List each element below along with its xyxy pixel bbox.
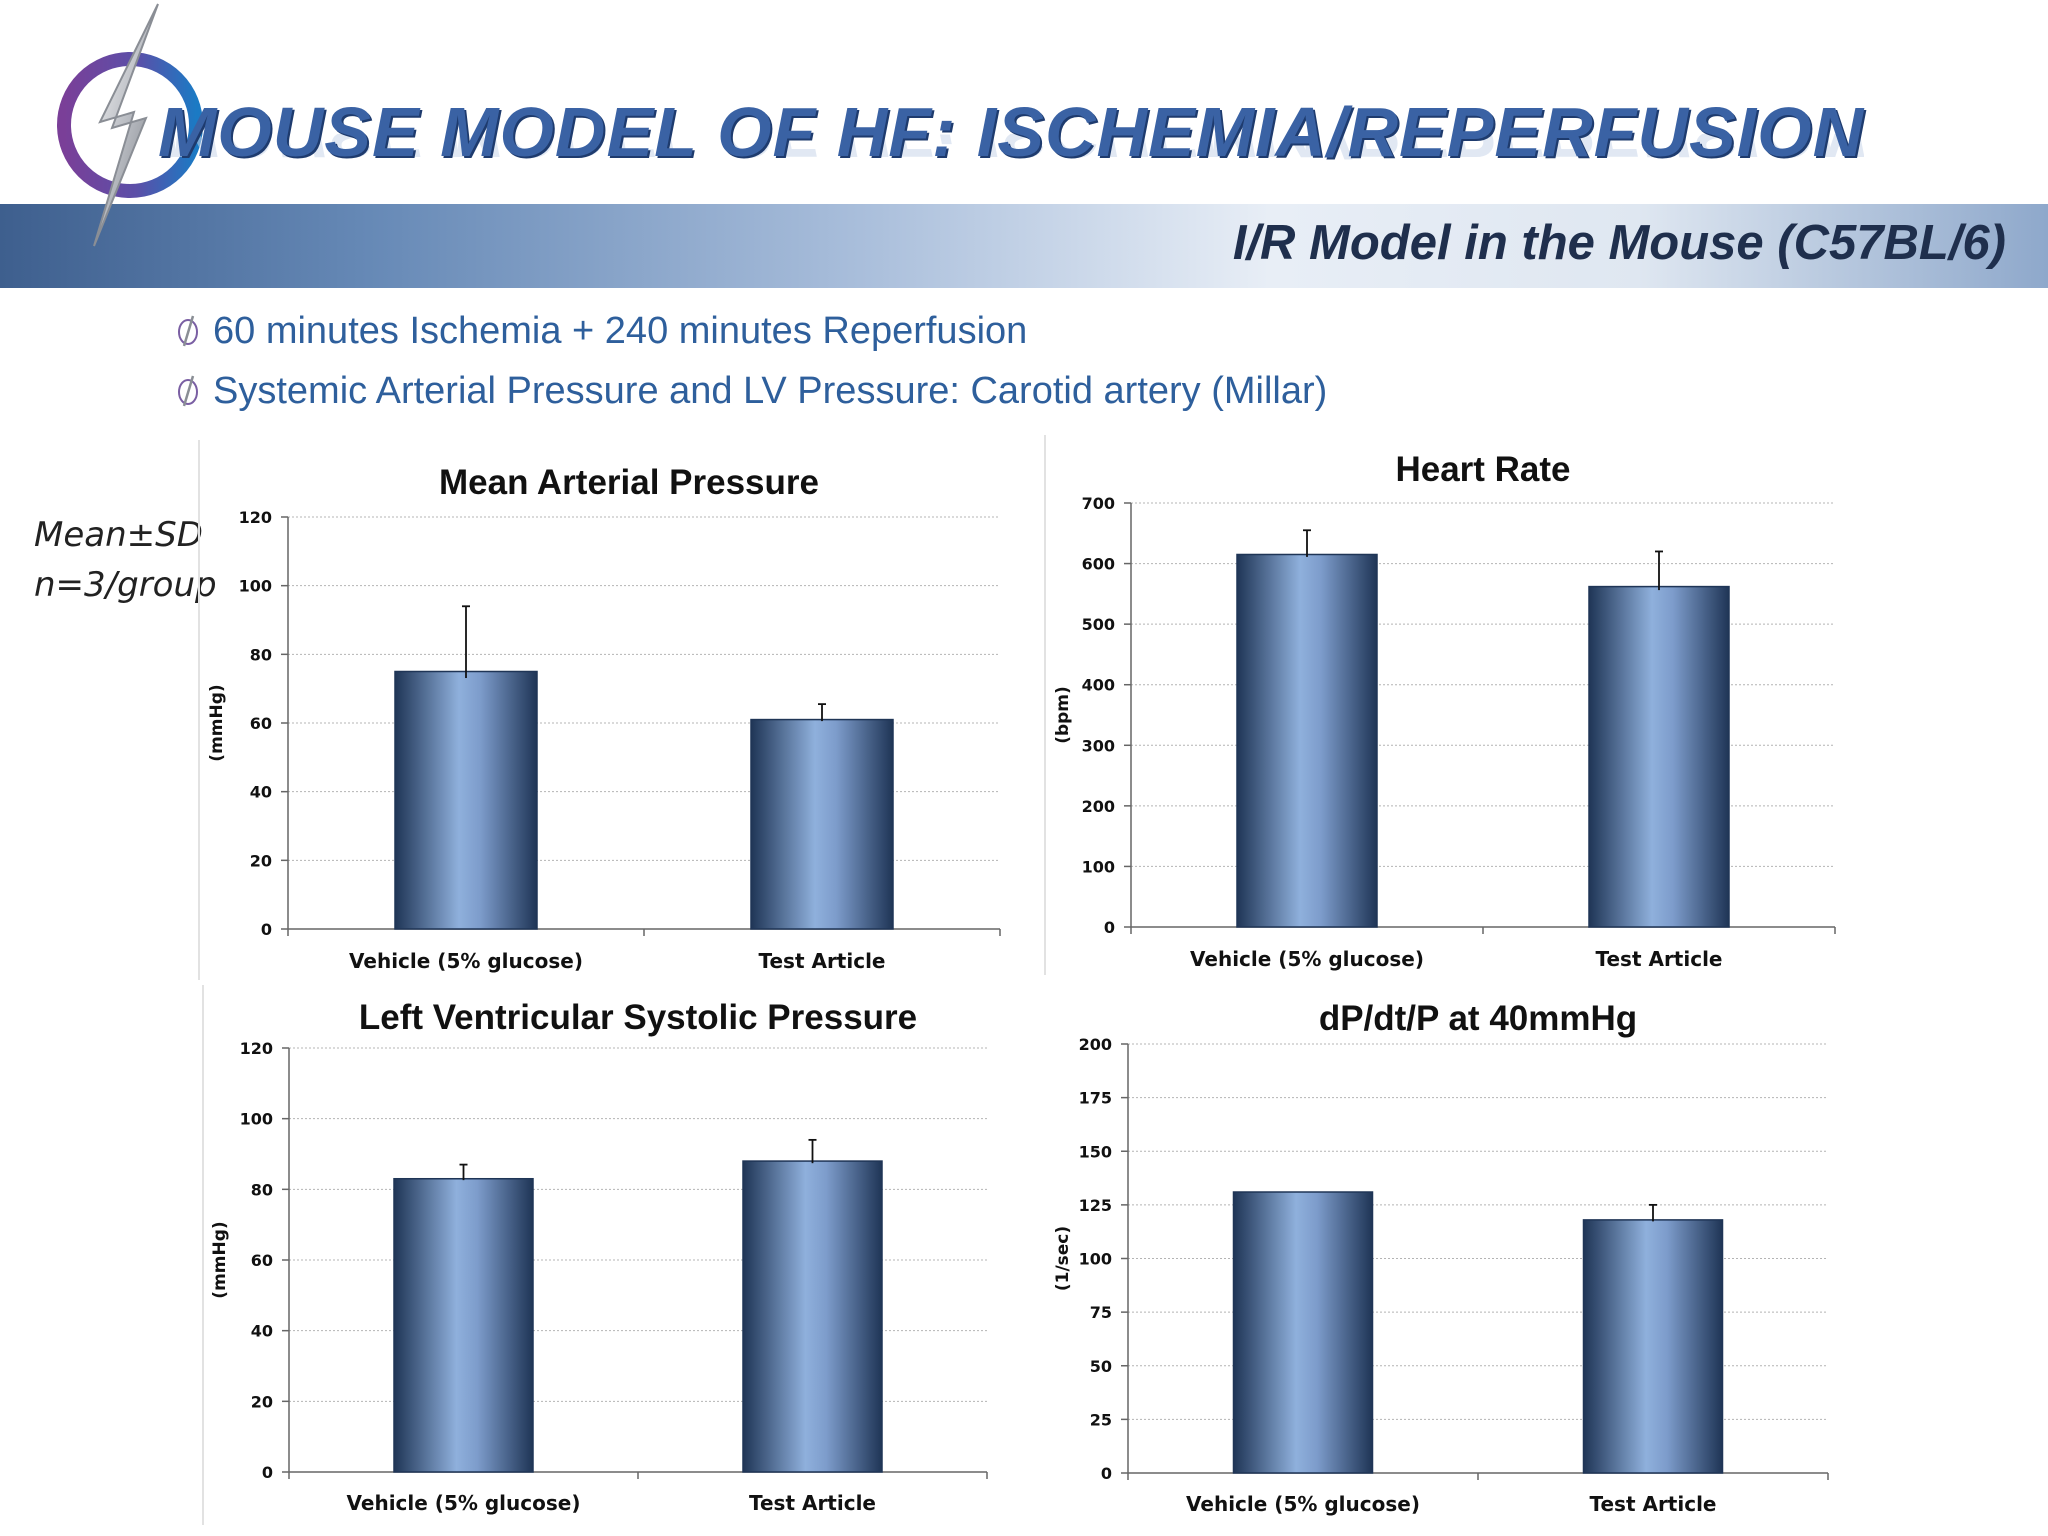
y-tick-label: 20 (250, 851, 272, 870)
y-tick-label: 175 (1079, 1089, 1112, 1108)
y-tick-label: 80 (250, 645, 272, 664)
y-tick-label: 200 (1079, 1035, 1112, 1054)
y-tick-label: 100 (1082, 857, 1115, 876)
y-tick-label: 600 (1082, 555, 1115, 574)
panel-divider (1044, 435, 1046, 975)
y-tick-label: 0 (1101, 1464, 1112, 1483)
y-tick-label: 120 (239, 508, 272, 527)
y-tick-label: 80 (251, 1180, 273, 1199)
category-label: Vehicle (5% glucose) (1186, 1492, 1420, 1516)
bar (1582, 1219, 1724, 1474)
y-tick-label: 700 (1082, 494, 1115, 513)
stats-note-line: Mean±SD (34, 515, 203, 555)
y-tick-label: 120 (240, 1039, 273, 1058)
y-tick-label: 40 (250, 783, 272, 802)
y-tick-label: 0 (261, 920, 272, 939)
y-tick-label: 125 (1079, 1196, 1112, 1215)
panel-divider (198, 440, 200, 980)
bullet-text: Systemic Arterial Pressure and LV Pressu… (213, 370, 1328, 412)
y-tick-label: 400 (1082, 676, 1115, 695)
chart-title: Left Ventricular Systolic Pressure (359, 998, 917, 1037)
chart-title: dP/dt/P at 40mmHg (1319, 999, 1637, 1038)
bullet-icon (178, 315, 198, 347)
bullet-icon (178, 375, 198, 407)
y-tick-label: 300 (1082, 736, 1115, 755)
category-label: Test Article (1595, 947, 1722, 971)
bar (1232, 1191, 1374, 1474)
chart-title: Heart Rate (1395, 450, 1570, 489)
category-label: Test Article (758, 949, 885, 973)
y-tick-label: 0 (1104, 918, 1115, 937)
category-label: Test Article (749, 1491, 876, 1515)
y-tick-label: 500 (1082, 615, 1115, 634)
bar (1236, 553, 1378, 928)
category-label: Test Article (1589, 1492, 1716, 1516)
y-tick-label: 40 (251, 1322, 273, 1341)
y-tick-label: 75 (1090, 1303, 1112, 1322)
bar (394, 670, 538, 930)
y-tick-label: 200 (1082, 797, 1115, 816)
bar (742, 1160, 883, 1473)
y-tick-label: 100 (1079, 1250, 1112, 1269)
category-label: Vehicle (5% glucose) (1190, 947, 1424, 971)
y-tick-label: 20 (251, 1392, 273, 1411)
panel-divider (202, 985, 204, 1525)
y-tick-label: 60 (251, 1251, 273, 1270)
y-tick-label: 50 (1090, 1357, 1112, 1376)
y-tick-label: 100 (239, 577, 272, 596)
stats-note-line: n=3/group (34, 565, 217, 605)
chart-title: Mean Arterial Pressure (439, 463, 819, 502)
y-tick-label: 0 (262, 1463, 273, 1482)
y-tick-label: 60 (250, 714, 272, 733)
header-band (0, 204, 2048, 288)
category-label: Vehicle (5% glucose) (349, 949, 583, 973)
y-axis-label: (mmHg) (210, 1221, 230, 1298)
bullet-text: 60 minutes Ischemia + 240 minutes Reperf… (213, 310, 1028, 352)
y-tick-label: 100 (240, 1110, 273, 1129)
y-tick-label: 25 (1090, 1410, 1112, 1429)
y-axis-label: (mmHg) (207, 684, 227, 761)
bar (393, 1177, 534, 1473)
y-axis-label: (bpm) (1053, 686, 1073, 744)
logo-icon (57, 3, 203, 247)
slide-subtitle: I/R Model in the Mouse (C57BL/6) (1232, 216, 2006, 270)
category-label: Vehicle (5% glucose) (347, 1491, 581, 1515)
y-axis-label: (1/sec) (1053, 1226, 1073, 1291)
slide-title: MOUSE MODEL OF HF: ISCHEMIA/REPERFUSION (158, 93, 1865, 171)
y-tick-label: 150 (1079, 1142, 1112, 1161)
stats-note: Mean±SD n=3/group (34, 510, 217, 610)
